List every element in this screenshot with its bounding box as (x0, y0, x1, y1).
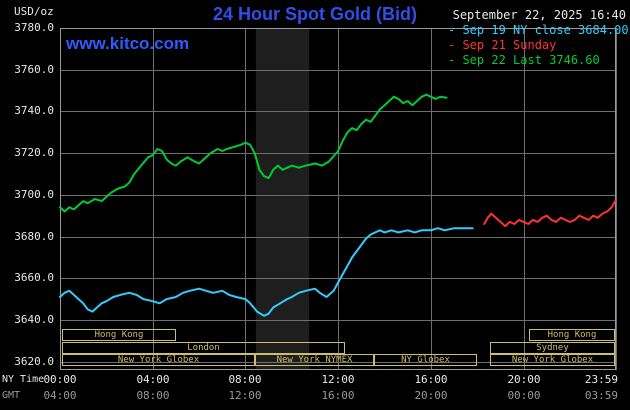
chart-title: 24 Hour Spot Gold (Bid) (213, 4, 417, 24)
gmt-tick-label: 00:00 (507, 389, 541, 402)
y-tick-label: 3760.0 (14, 63, 54, 76)
datetime-label: September 22, 2025 16:40 (452, 8, 626, 22)
ny-tick-label: 00:00 (43, 373, 77, 386)
legend-item-sep-21-sunday: - Sep 21 Sunday (448, 38, 557, 52)
gmt-tick-label: 20:00 (414, 389, 448, 402)
gmt-tick-label: 03:59 (584, 389, 618, 402)
ny-tick-label: 23:59 (584, 373, 618, 386)
series-sep-19-ny-close (59, 227, 474, 317)
y-tick-label: 3780.0 (14, 21, 54, 34)
session-ny-globex: NY Globex (374, 354, 477, 366)
y-tick-label: 3680.0 (14, 230, 54, 243)
units-label: USD/oz (14, 5, 54, 18)
y-tick-label: 3640.0 (14, 313, 54, 326)
kitco-watermark-link[interactable]: www.kitco.com (66, 34, 190, 53)
legend-item-sep-19-ny-close-3684-00: - Sep 19 NY close 3684.00 (448, 23, 629, 37)
ny-time-axis-label: NY Time (2, 374, 45, 385)
gmt-axis-label: GMT (2, 390, 21, 401)
session-new-york-nymex: New York NYMEX (255, 354, 374, 366)
y-tick-label: 3660.0 (14, 271, 54, 284)
ny-tick-label: 08:00 (228, 373, 262, 386)
plot-border (60, 28, 616, 370)
session-sydney: Sydney (490, 342, 615, 354)
session-new-york-globex: New York Globex (490, 354, 615, 366)
ny-tick-label: 20:00 (507, 373, 541, 386)
session-london: London (62, 342, 345, 354)
session-highlight-band (255, 28, 310, 370)
legend: - Sep 19 NY close 3684.00- Sep 21 Sunday… (448, 23, 629, 68)
gmt-tick-label: 16:00 (321, 389, 355, 402)
y-tick-label: 3620.0 (14, 355, 54, 368)
ny-tick-label: 16:00 (414, 373, 448, 386)
legend-item-sep-22-last-3746-60: - Sep 22 Last 3746.60 (448, 53, 600, 67)
ny-tick-label: 04:00 (136, 373, 170, 386)
gmt-tick-label: 08:00 (136, 389, 170, 402)
session-hong-kong: Hong Kong (62, 329, 176, 341)
y-tick-label: 3720.0 (14, 146, 54, 159)
ny-tick-label: 12:00 (321, 373, 355, 386)
y-tick-label: 3700.0 (14, 188, 54, 201)
session-hong-kong: Hong Kong (529, 329, 615, 341)
session-new-york-globex: New York Globex (62, 354, 255, 366)
series-sep-21-sunday (483, 200, 617, 228)
y-tick-label: 3740.0 (14, 104, 54, 117)
gmt-tick-label: 04:00 (43, 389, 77, 402)
series-sep-22-last (59, 93, 448, 213)
gmt-tick-label: 12:00 (228, 389, 262, 402)
